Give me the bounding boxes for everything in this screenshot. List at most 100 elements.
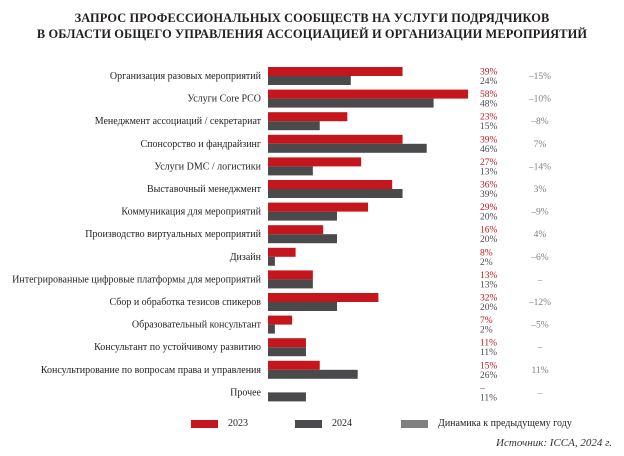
- bar-2023: [268, 202, 369, 212]
- bar-2024: [268, 211, 337, 221]
- legend-swatch-change: [401, 419, 428, 428]
- legend-label-2024: 2024: [332, 418, 352, 429]
- source-note: Источник: ICCA, 2024 г.: [496, 437, 612, 449]
- category-label: Дизайн: [230, 252, 262, 263]
- bar-2024: [268, 98, 434, 108]
- change-label: 3%: [534, 185, 547, 195]
- bar-2023: [268, 67, 403, 76]
- change-label: –14%: [528, 162, 551, 172]
- chart-title-line-2: В ОБЛАСТИ ОБЩЕГО УПРАВЛЕНИЯ АССОЦИАЦИЕЙ …: [36, 27, 588, 41]
- data-label-2024: 20%: [480, 213, 498, 223]
- bar-2024: [268, 324, 275, 334]
- bar-2024: [268, 279, 313, 289]
- bar-2023: [268, 247, 296, 257]
- change-label: –: [537, 275, 543, 285]
- data-label-2023: 13%: [480, 271, 498, 281]
- data-label-2023: –: [479, 384, 485, 394]
- data-label-2023: 29%: [480, 203, 498, 213]
- change-label: –10%: [528, 95, 551, 105]
- bar-2024: [268, 189, 403, 198]
- change-label: –5%: [530, 321, 549, 331]
- category-label: Консультирование по вопросам права и упр…: [41, 365, 262, 376]
- bar-2023: [268, 338, 306, 348]
- bar-2023: [268, 225, 324, 235]
- bar-2024: [268, 302, 337, 311]
- category-label: Организация разовых мероприятий: [110, 71, 262, 82]
- bar-2024: [268, 347, 306, 357]
- category-label: Коммуникация для мероприятий: [121, 207, 261, 218]
- category-label: Менеджмент ассоциаций / секретариат: [95, 116, 262, 127]
- data-label-2024: 26%: [480, 371, 498, 381]
- data-label-2023: 39%: [480, 135, 498, 145]
- data-label-2023: 36%: [480, 181, 498, 191]
- bar-2023: [268, 134, 403, 144]
- change-label: –15%: [528, 72, 551, 82]
- bar-2023: [268, 270, 313, 280]
- bar-2024: [268, 143, 427, 153]
- data-label-2024: 39%: [480, 190, 498, 200]
- category-label: Услуги Core PCO: [187, 94, 261, 105]
- change-label: 4%: [534, 230, 547, 240]
- change-label: –6%: [530, 253, 549, 263]
- data-label-2024: 48%: [480, 100, 498, 110]
- data-label-2024: 2%: [480, 258, 493, 268]
- category-label: Прочее: [230, 387, 261, 398]
- bar-2024: [268, 369, 358, 379]
- bar-2023: [268, 112, 348, 122]
- change-label: –8%: [530, 117, 549, 127]
- legend-item-change: Динамика к предыдущему году: [401, 418, 572, 429]
- category-label: Интегрированные цифровые платформы для м…: [12, 274, 262, 285]
- bar-2024: [268, 392, 306, 402]
- category-label: Консультант по устойчивому развитию: [94, 342, 261, 353]
- data-label-2024: 11%: [480, 393, 497, 403]
- bar-2023: [268, 180, 393, 189]
- data-label-2024: 13%: [480, 280, 498, 290]
- bar-2024: [268, 234, 337, 244]
- data-label-2023: 7%: [480, 316, 493, 326]
- bar-2024: [268, 121, 320, 131]
- bar-2023: [268, 157, 362, 167]
- data-label-2024: 11%: [480, 348, 497, 358]
- category-label: Образовательный консультант: [132, 320, 262, 331]
- category-label: Выставочный менеджмент: [147, 184, 262, 195]
- category-label: Сбор и обработка тезисов спикеров: [109, 297, 261, 308]
- data-label-2023: 8%: [480, 248, 493, 258]
- data-label-2023: 23%: [480, 113, 498, 123]
- data-label-2024: 13%: [480, 167, 498, 177]
- data-label-2024: 2%: [480, 326, 493, 336]
- category-label: Производство виртуальных мероприятий: [85, 229, 261, 240]
- data-label-2023: 16%: [480, 226, 498, 236]
- data-label-2024: 20%: [480, 235, 498, 245]
- data-label-2023: 27%: [480, 158, 498, 168]
- bar-2023: [268, 89, 469, 99]
- category-label: Спонсорство и фандрайзинг: [140, 139, 261, 150]
- change-label: 7%: [534, 140, 547, 150]
- data-label-2023: 11%: [480, 339, 497, 349]
- change-label: –12%: [528, 298, 551, 308]
- bar-2024: [268, 166, 313, 176]
- chart-title: ЗАПРОС ПРОФЕССИОНАЛЬНЫХ СООБЩЕСТВ НА УСЛ…: [0, 10, 624, 42]
- data-label-2023: 32%: [480, 294, 498, 304]
- legend-swatch-2023: [191, 419, 218, 428]
- bar-2023: [268, 315, 293, 325]
- data-label-2023: 15%: [480, 361, 498, 371]
- legend-label-2023: 2023: [228, 418, 248, 429]
- category-label: Услуги DMC / логистики: [154, 161, 261, 172]
- data-label-2023: 39%: [480, 68, 498, 78]
- change-label: –: [537, 388, 543, 398]
- chart-title-line-1: ЗАПРОС ПРОФЕССИОНАЛЬНЫХ СООБЩЕСТВ НА УСЛ…: [74, 11, 550, 25]
- bar-2024: [268, 256, 275, 266]
- legend-label-change: Динамика к предыдущему году: [438, 418, 572, 429]
- legend-item-2023: 2023: [191, 418, 248, 429]
- legend-swatch-2024: [295, 419, 322, 428]
- change-label: –: [537, 343, 543, 353]
- bar-2023: [268, 360, 320, 370]
- data-label-2024: 15%: [480, 122, 498, 132]
- data-label-2024: 20%: [480, 303, 498, 313]
- data-label-2023: 58%: [480, 90, 498, 100]
- change-label: 11%: [531, 366, 548, 376]
- legend-item-2024: 2024: [295, 418, 352, 429]
- bar-2023: [268, 293, 379, 302]
- data-label-2024: 46%: [480, 145, 498, 155]
